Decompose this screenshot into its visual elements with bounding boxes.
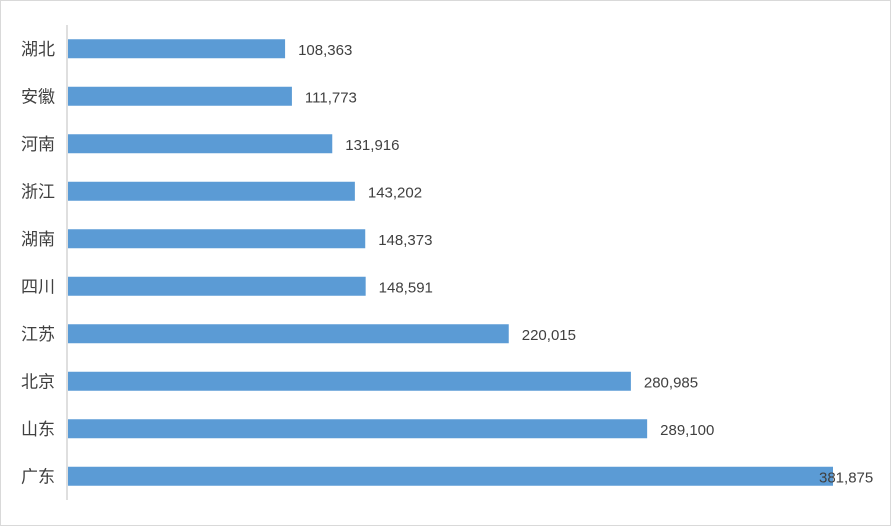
- category-label: 河南: [21, 135, 55, 155]
- category-label: 湖北: [21, 40, 55, 60]
- data-label: 143,202: [368, 184, 422, 201]
- bar-浙江: [68, 181, 355, 201]
- data-label: 280,985: [644, 374, 698, 391]
- bar-北京: [68, 371, 631, 391]
- category-label: 江苏: [21, 325, 55, 345]
- category-label: 安徽: [21, 87, 55, 107]
- bar-山东: [68, 419, 648, 439]
- bar-湖北: [68, 39, 286, 59]
- category-label: 湖南: [21, 230, 55, 250]
- data-label: 131,916: [345, 137, 399, 154]
- bar-广东: [68, 466, 833, 486]
- data-label: 148,373: [378, 232, 432, 249]
- bar-河南: [68, 134, 333, 154]
- data-label: 289,100: [660, 422, 714, 439]
- data-label: 381,875: [819, 469, 873, 486]
- category-label: 四川: [21, 277, 55, 297]
- bar-湖南: [68, 229, 366, 249]
- bar-四川: [68, 276, 366, 296]
- data-label: 108,363: [298, 42, 352, 59]
- data-label: 148,591: [379, 279, 433, 296]
- category-label: 广东: [21, 467, 55, 487]
- category-label: 北京: [21, 372, 55, 392]
- category-label: 浙江: [21, 182, 55, 202]
- bar-安徽: [68, 86, 292, 106]
- data-label: 220,015: [522, 327, 576, 344]
- data-label: 111,773: [305, 89, 357, 106]
- category-label: 山东: [21, 420, 55, 440]
- bar-江苏: [68, 324, 509, 344]
